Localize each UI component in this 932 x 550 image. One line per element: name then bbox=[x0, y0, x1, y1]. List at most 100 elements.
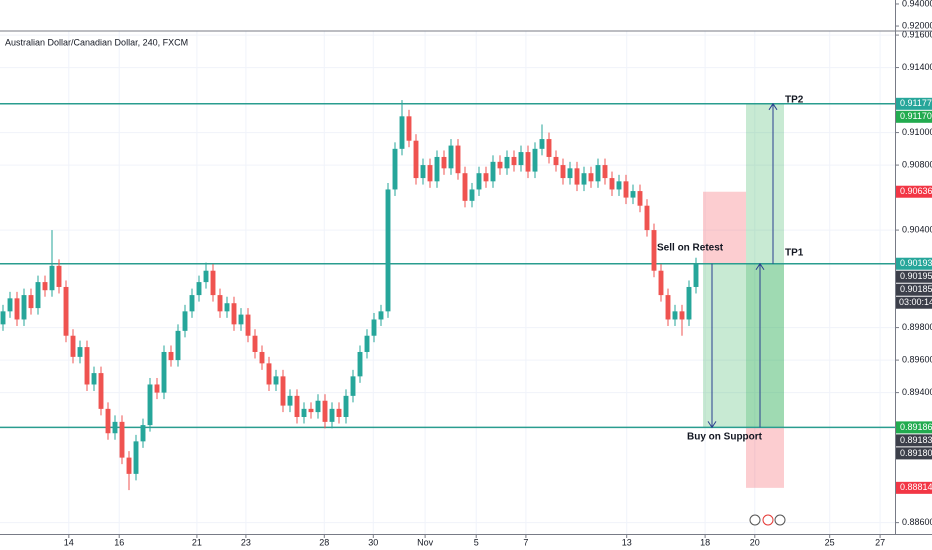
price-label: 0.89183 bbox=[900, 435, 932, 445]
candle-body bbox=[287, 395, 293, 406]
candle-body bbox=[448, 145, 454, 169]
y-tick-label: 0.89600 bbox=[902, 354, 932, 364]
candle-body bbox=[455, 145, 461, 174]
candle-body bbox=[210, 270, 216, 296]
candle-body bbox=[532, 148, 538, 172]
candle-body bbox=[77, 347, 83, 357]
price-label: 0.88814 bbox=[900, 482, 932, 492]
candle-body bbox=[462, 173, 468, 201]
candle-body bbox=[294, 395, 300, 417]
candle-body bbox=[644, 205, 650, 231]
annotation: TP2 bbox=[785, 95, 804, 106]
price-label: 0.90636 bbox=[900, 186, 932, 196]
candle-body bbox=[315, 400, 321, 413]
candle-body bbox=[196, 282, 202, 296]
candle-body bbox=[56, 265, 62, 287]
countdown-box bbox=[896, 296, 932, 309]
annotation: TP1 bbox=[785, 248, 804, 259]
candle-body bbox=[420, 165, 426, 179]
price-label-box bbox=[896, 110, 932, 123]
long-stop-zone bbox=[746, 427, 784, 488]
price-label: 0.91170 bbox=[900, 111, 932, 121]
candle-body bbox=[574, 168, 580, 185]
candle-body bbox=[224, 303, 230, 312]
sell-arrow bbox=[707, 263, 717, 429]
candle-body bbox=[658, 270, 664, 296]
plot: Sell on Retest Buy on Support TP1 TP2 bbox=[0, 95, 895, 491]
y-tick-label: 0.94000 bbox=[902, 0, 932, 8]
candle-body bbox=[539, 139, 545, 149]
candle-body bbox=[441, 156, 447, 169]
candle-body bbox=[273, 376, 279, 385]
candle-body bbox=[546, 139, 552, 157]
candle-body bbox=[427, 165, 433, 182]
x-tick-label: 25 bbox=[825, 537, 835, 547]
x-tick-label: 18 bbox=[700, 537, 710, 547]
candle-body bbox=[259, 351, 265, 364]
y-tick-label: 0.90800 bbox=[902, 159, 932, 169]
candle-body bbox=[119, 421, 125, 458]
candle-body bbox=[133, 441, 139, 474]
candle-body bbox=[651, 230, 657, 271]
candle-body bbox=[70, 335, 76, 357]
candle-body bbox=[413, 140, 419, 179]
x-tick-label: Nov bbox=[417, 537, 434, 547]
price-label: 0.90185 bbox=[900, 284, 932, 294]
candle-body bbox=[322, 400, 328, 422]
y-tick-label: 0.88600 bbox=[902, 517, 932, 527]
short-target-zone bbox=[703, 263, 784, 428]
candle-body bbox=[588, 173, 594, 182]
candle-body bbox=[238, 314, 244, 325]
short-stop-zone bbox=[703, 191, 746, 264]
event-icon bbox=[774, 514, 786, 526]
event-icons bbox=[749, 514, 786, 526]
price-label-box bbox=[896, 481, 932, 494]
candle-body bbox=[140, 425, 146, 442]
candle-body bbox=[679, 311, 685, 320]
long-target-zone bbox=[746, 103, 784, 428]
candle-body bbox=[672, 311, 678, 320]
candle-body bbox=[504, 156, 510, 169]
price-label-box bbox=[896, 283, 932, 296]
candle-body bbox=[112, 421, 118, 434]
y-tick-label: 0.92000 bbox=[902, 20, 932, 30]
candle-body bbox=[7, 298, 13, 312]
candle-body bbox=[105, 408, 111, 434]
candle-body bbox=[434, 156, 440, 182]
x-tick-label: 7 bbox=[523, 537, 528, 547]
x-tick-label: 16 bbox=[114, 537, 124, 547]
candle-body bbox=[630, 191, 636, 198]
candle-body bbox=[21, 295, 27, 320]
candle-body bbox=[525, 152, 531, 172]
candle-body bbox=[280, 376, 286, 406]
candle-body bbox=[175, 330, 181, 361]
candle-body bbox=[595, 165, 601, 182]
candle-body bbox=[350, 376, 356, 396]
candle-body bbox=[252, 335, 258, 352]
candle-body bbox=[217, 295, 223, 312]
x-tick-label: 13 bbox=[622, 537, 632, 547]
candle-body bbox=[476, 173, 482, 190]
x-tick-label: 30 bbox=[368, 537, 378, 547]
candle-body bbox=[469, 189, 475, 201]
candle-body bbox=[14, 298, 20, 320]
price-label: 0.90193 bbox=[900, 258, 932, 268]
candle-body bbox=[168, 351, 174, 361]
price-label-box bbox=[896, 97, 932, 110]
price-label-box bbox=[896, 270, 932, 283]
candle-body bbox=[385, 189, 391, 312]
candle-body bbox=[399, 116, 405, 149]
candle-body bbox=[490, 161, 496, 182]
candle-body bbox=[336, 408, 342, 417]
candle-body bbox=[686, 286, 692, 320]
candle-body bbox=[42, 282, 48, 291]
annotation: Sell on Retest bbox=[657, 243, 724, 254]
x-tick-label: 28 bbox=[319, 537, 329, 547]
candle-body bbox=[518, 152, 524, 166]
candle-body bbox=[231, 303, 237, 325]
candle-body bbox=[147, 384, 153, 426]
candle-body bbox=[182, 311, 188, 331]
candle-body bbox=[609, 178, 615, 190]
